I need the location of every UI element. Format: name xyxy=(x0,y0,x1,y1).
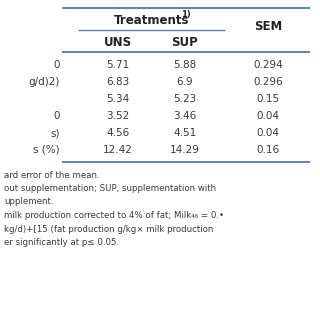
Text: SUP: SUP xyxy=(172,36,198,50)
Text: 5.34: 5.34 xyxy=(106,94,130,104)
Text: er significantly at p≤ 0.05.: er significantly at p≤ 0.05. xyxy=(4,238,119,247)
Text: upplement.: upplement. xyxy=(4,197,53,206)
Text: 4.51: 4.51 xyxy=(173,128,196,138)
Text: 5.71: 5.71 xyxy=(106,60,130,70)
Text: UNS: UNS xyxy=(104,36,132,50)
Text: 4.56: 4.56 xyxy=(106,128,130,138)
Text: 12.42: 12.42 xyxy=(103,145,133,155)
Text: 0: 0 xyxy=(53,60,60,70)
Text: ard error of the mean.: ard error of the mean. xyxy=(4,171,100,180)
Text: 14.29: 14.29 xyxy=(170,145,200,155)
Text: 0.15: 0.15 xyxy=(256,94,280,104)
Text: 0.16: 0.16 xyxy=(256,145,280,155)
Text: 3.52: 3.52 xyxy=(106,111,130,121)
Text: 0.04: 0.04 xyxy=(257,128,279,138)
Text: milk production corrected to 4% of fat; Milk₄₆ = 0.•: milk production corrected to 4% of fat; … xyxy=(4,211,224,220)
Text: SEM: SEM xyxy=(254,20,282,33)
Text: out supplementation; SUP, supplementation with: out supplementation; SUP, supplementatio… xyxy=(4,184,216,193)
Text: 6.83: 6.83 xyxy=(106,77,130,87)
Text: 0.294: 0.294 xyxy=(253,60,283,70)
Text: 6.9: 6.9 xyxy=(177,77,193,87)
Text: s): s) xyxy=(51,128,60,138)
Text: kg/d)+[15 (fat production g/kg× milk production: kg/d)+[15 (fat production g/kg× milk pro… xyxy=(4,225,213,234)
Text: 0.296: 0.296 xyxy=(253,77,283,87)
Text: 0: 0 xyxy=(53,111,60,121)
Text: 5.23: 5.23 xyxy=(173,94,196,104)
Text: Treatments: Treatments xyxy=(114,13,189,27)
Text: 3.46: 3.46 xyxy=(173,111,196,121)
Text: 0.04: 0.04 xyxy=(257,111,279,121)
Text: 1): 1) xyxy=(181,10,191,19)
Text: s (%): s (%) xyxy=(33,145,60,155)
Text: g/d)2): g/d)2) xyxy=(28,77,60,87)
Text: 5.88: 5.88 xyxy=(173,60,196,70)
